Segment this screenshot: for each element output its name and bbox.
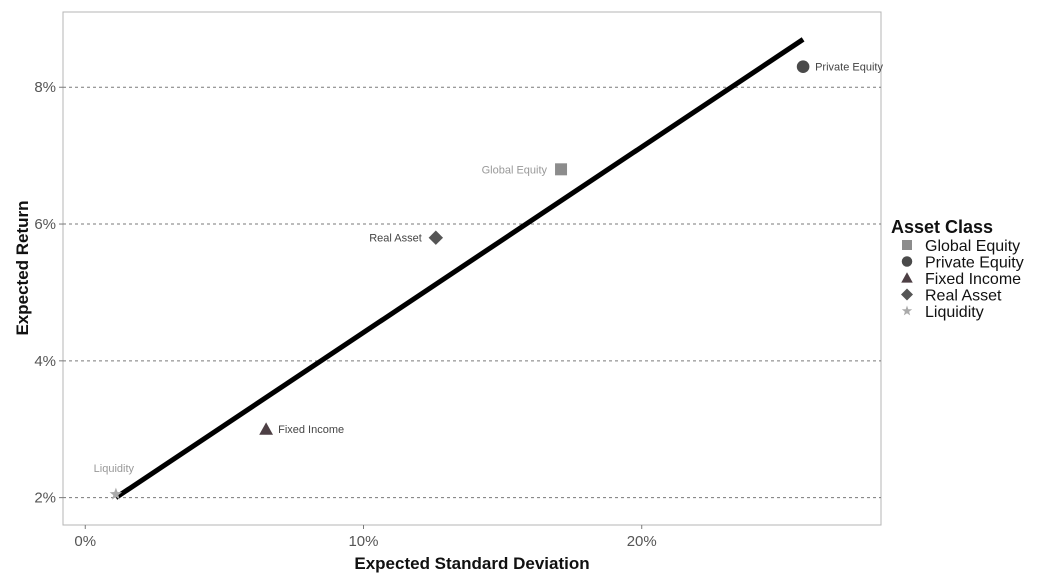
- point-fixed-income: [259, 422, 274, 435]
- point-label-real-asset: Real Asset: [369, 233, 422, 245]
- legend-key-private-equity: [901, 256, 913, 267]
- y-axis-title: Expected Return: [13, 200, 32, 335]
- point-global-equity: [555, 163, 568, 176]
- legend-label-private-equity: Private Equity: [925, 255, 1024, 272]
- y-tick-label: 8%: [34, 79, 56, 96]
- y-tick-label: 6%: [34, 216, 56, 233]
- point-label-private-equity: Private Equity: [815, 62, 883, 74]
- x-axis-ticks: 0% 10% 20%: [74, 525, 657, 550]
- legend-key-global-equity: [902, 240, 912, 250]
- y-axis-ticks: 2% 4% 6% 8%: [34, 79, 63, 507]
- legend-key-fixed-income: [901, 272, 913, 283]
- data-points: Global Equity Private Equity Fixed Income R…: [94, 60, 883, 500]
- point-private-equity: [796, 60, 810, 74]
- x-tick-label: 0%: [74, 533, 96, 550]
- legend-label-real-asset: Real Asset: [925, 288, 1002, 305]
- x-axis-title: Expected Standard Deviation: [354, 554, 589, 573]
- trend-line: [114, 37, 805, 500]
- point-label-liquidity: Liquidity: [94, 463, 135, 475]
- y-tick-label: 4%: [34, 353, 56, 370]
- legend-key-liquidity: [901, 305, 913, 316]
- y-tick-label: 2%: [34, 490, 56, 507]
- legend-label-global-equity: Global Equity: [925, 238, 1020, 255]
- trend-line-group: [114, 37, 805, 500]
- legend-label-liquidity: Liquidity: [925, 304, 984, 321]
- legend-title: Asset Class: [891, 217, 993, 237]
- x-tick-label: 10%: [348, 533, 378, 550]
- legend-label-fixed-income: Fixed Income: [925, 271, 1021, 288]
- point-real-asset: [428, 230, 444, 245]
- point-liquidity: [109, 487, 123, 500]
- plot-panel: [62, 11, 882, 526]
- point-label-global-equity: Global Equity: [482, 164, 548, 176]
- x-tick-label: 20%: [627, 533, 657, 550]
- grid-lines: [63, 86, 881, 499]
- point-label-fixed-income: Fixed Income: [278, 424, 344, 436]
- legend-key-real-asset: [901, 288, 913, 301]
